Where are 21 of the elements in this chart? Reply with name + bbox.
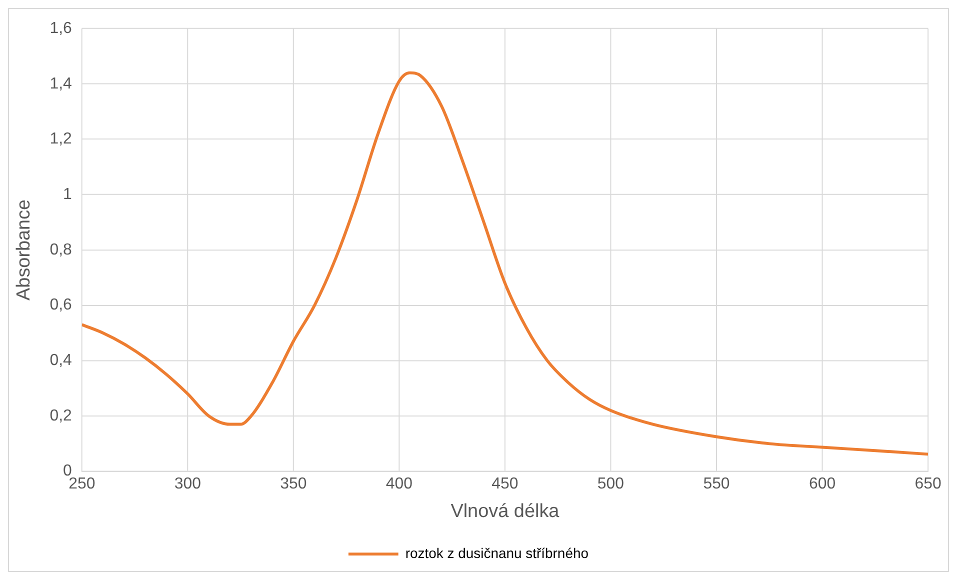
x-tick-label: 400 — [386, 475, 413, 492]
y-tick-label: 1,4 — [50, 75, 72, 92]
y-tick-label: 0,8 — [50, 241, 72, 258]
x-tick-label: 650 — [914, 475, 942, 492]
x-tick-label: 350 — [280, 475, 307, 492]
x-axis-title: Vlnová délka — [450, 501, 560, 522]
x-tick-label: 500 — [597, 475, 624, 492]
y-tick-label: 1,6 — [50, 20, 72, 37]
x-tick-label: 450 — [492, 475, 518, 492]
y-tick-label: 0,4 — [50, 352, 72, 370]
y-axis-title: Absorbance — [14, 199, 35, 300]
x-tick-label: 550 — [703, 475, 730, 492]
y-tick-label: 0,2 — [50, 407, 72, 424]
x-tick-label: 600 — [808, 475, 836, 492]
y-tick-label: 0,6 — [50, 296, 72, 314]
y-tick-label: 1,2 — [50, 130, 72, 148]
line-series — [82, 71, 928, 456]
legend-label: roztok z dusičnanu stříbrného — [405, 544, 589, 561]
x-tick-label: 300 — [174, 475, 202, 492]
x-tick-label: 250 — [68, 475, 96, 492]
y-tick-label: 1 — [63, 186, 72, 203]
